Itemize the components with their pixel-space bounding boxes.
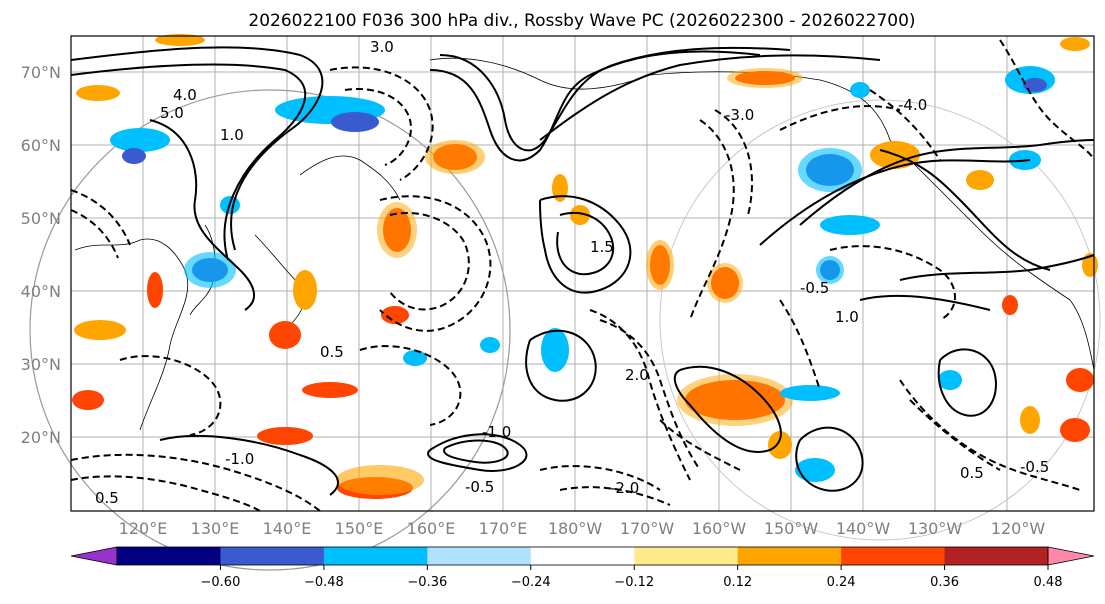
- contour-label: 4.0: [173, 86, 197, 104]
- solid-contours: [70, 46, 1095, 496]
- colorbar-segment: [634, 547, 739, 565]
- contour-label: -1.0: [482, 423, 511, 441]
- colorbar-segment: [737, 547, 842, 565]
- contour-label: 0.5: [320, 343, 344, 361]
- longitude-labels: 120°E 130°E 140°E 150°E 160°E 170°E 180°…: [119, 519, 1046, 538]
- contour-label: 5.0: [160, 104, 184, 122]
- contour-label: 3.0: [370, 38, 394, 56]
- colorbar-extend-high: [1047, 546, 1095, 566]
- lon-label: 140°W: [836, 519, 891, 538]
- chart-title: 2026022100 F036 300 hPa div., Rossby Wav…: [248, 11, 915, 31]
- colorbar-extend-low: [70, 546, 118, 566]
- lat-label: 40°N: [21, 282, 61, 301]
- lon-label: 150°E: [335, 519, 384, 538]
- colorbar: [70, 546, 1095, 566]
- colorbar-segment: [427, 547, 532, 565]
- contour-label: -3.0: [725, 106, 754, 124]
- colorbar-segment: [944, 547, 1049, 565]
- colorbar-tick-label: 0.48: [1034, 575, 1063, 590]
- contour-label: -0.5: [1020, 458, 1049, 476]
- lon-label: 180°W: [548, 519, 603, 538]
- colorbar-segment: [841, 547, 946, 565]
- lon-label: 120°E: [119, 519, 168, 538]
- colorbar-tick-label: −0.24: [511, 575, 551, 590]
- colorbar-tick-label: −0.36: [407, 575, 447, 590]
- lon-label: 120°W: [991, 519, 1046, 538]
- contour-label: 1.5: [590, 238, 614, 256]
- colorbar-tick-label: 0.12: [723, 575, 752, 590]
- colorbar-outline: [116, 546, 1049, 566]
- lon-label: 170°W: [620, 519, 675, 538]
- map-panel: 3.0 4.0 5.0 1.0 -3.0 1.5 -0.5 0.5 -1.0 -…: [29, 34, 1101, 571]
- colorbar-segment: [220, 547, 325, 565]
- colorbar-segment: [530, 547, 635, 565]
- contour-label: -2.0: [610, 479, 639, 497]
- lat-label: 70°N: [21, 63, 61, 82]
- contour-label: 1.0: [835, 308, 859, 326]
- lat-label: 30°N: [21, 355, 61, 374]
- colorbar-tick-label: −0.60: [201, 575, 241, 590]
- contour-label: -1.0: [225, 450, 254, 468]
- latitude-labels: 70°N 60°N 50°N 40°N 30°N 20°N: [21, 63, 61, 447]
- contour-label: -0.5: [465, 478, 494, 496]
- lon-label: 160°W: [692, 519, 747, 538]
- contour-labels: 3.0 4.0 5.0 1.0 -3.0 1.5 -0.5 0.5 -1.0 -…: [95, 38, 1049, 507]
- colorbar-ticks: −0.60 −0.48 −0.36 −0.24 −0.12 0.12 0.24 0.36 0.4…: [201, 565, 1063, 590]
- colorbar-tick-label: −0.48: [304, 575, 344, 590]
- colorbar-tick-label: 0.24: [827, 575, 856, 590]
- lat-label: 60°N: [21, 136, 61, 155]
- contour-label: 0.5: [960, 464, 984, 482]
- contour-label: -4.0: [898, 96, 927, 114]
- reference-circle: [29, 89, 511, 571]
- map-frame: [70, 35, 1095, 512]
- lon-label: 130°E: [191, 519, 240, 538]
- divergence-shading: [72, 34, 1098, 499]
- dashed-contours: [70, 39, 1095, 512]
- lon-label: 140°E: [263, 519, 312, 538]
- lon-label: 170°E: [479, 519, 528, 538]
- lat-label: 20°N: [21, 428, 61, 447]
- contour-label: 1.0: [220, 126, 244, 144]
- reference-circle-east: [659, 99, 1101, 541]
- lon-label: 160°E: [407, 519, 456, 538]
- colorbar-tick-label: 0.36: [930, 575, 959, 590]
- colorbar-tick-label: −0.12: [614, 575, 654, 590]
- colorbar-segment: [117, 547, 221, 565]
- lon-label: 150°W: [764, 519, 819, 538]
- contour-label: -0.5: [800, 279, 829, 297]
- colorbar-segment: [323, 547, 428, 565]
- contour-label: 0.5: [95, 489, 119, 507]
- lon-label: 130°W: [908, 519, 963, 538]
- contour-label: 2.0: [625, 366, 649, 384]
- lat-label: 50°N: [21, 209, 61, 228]
